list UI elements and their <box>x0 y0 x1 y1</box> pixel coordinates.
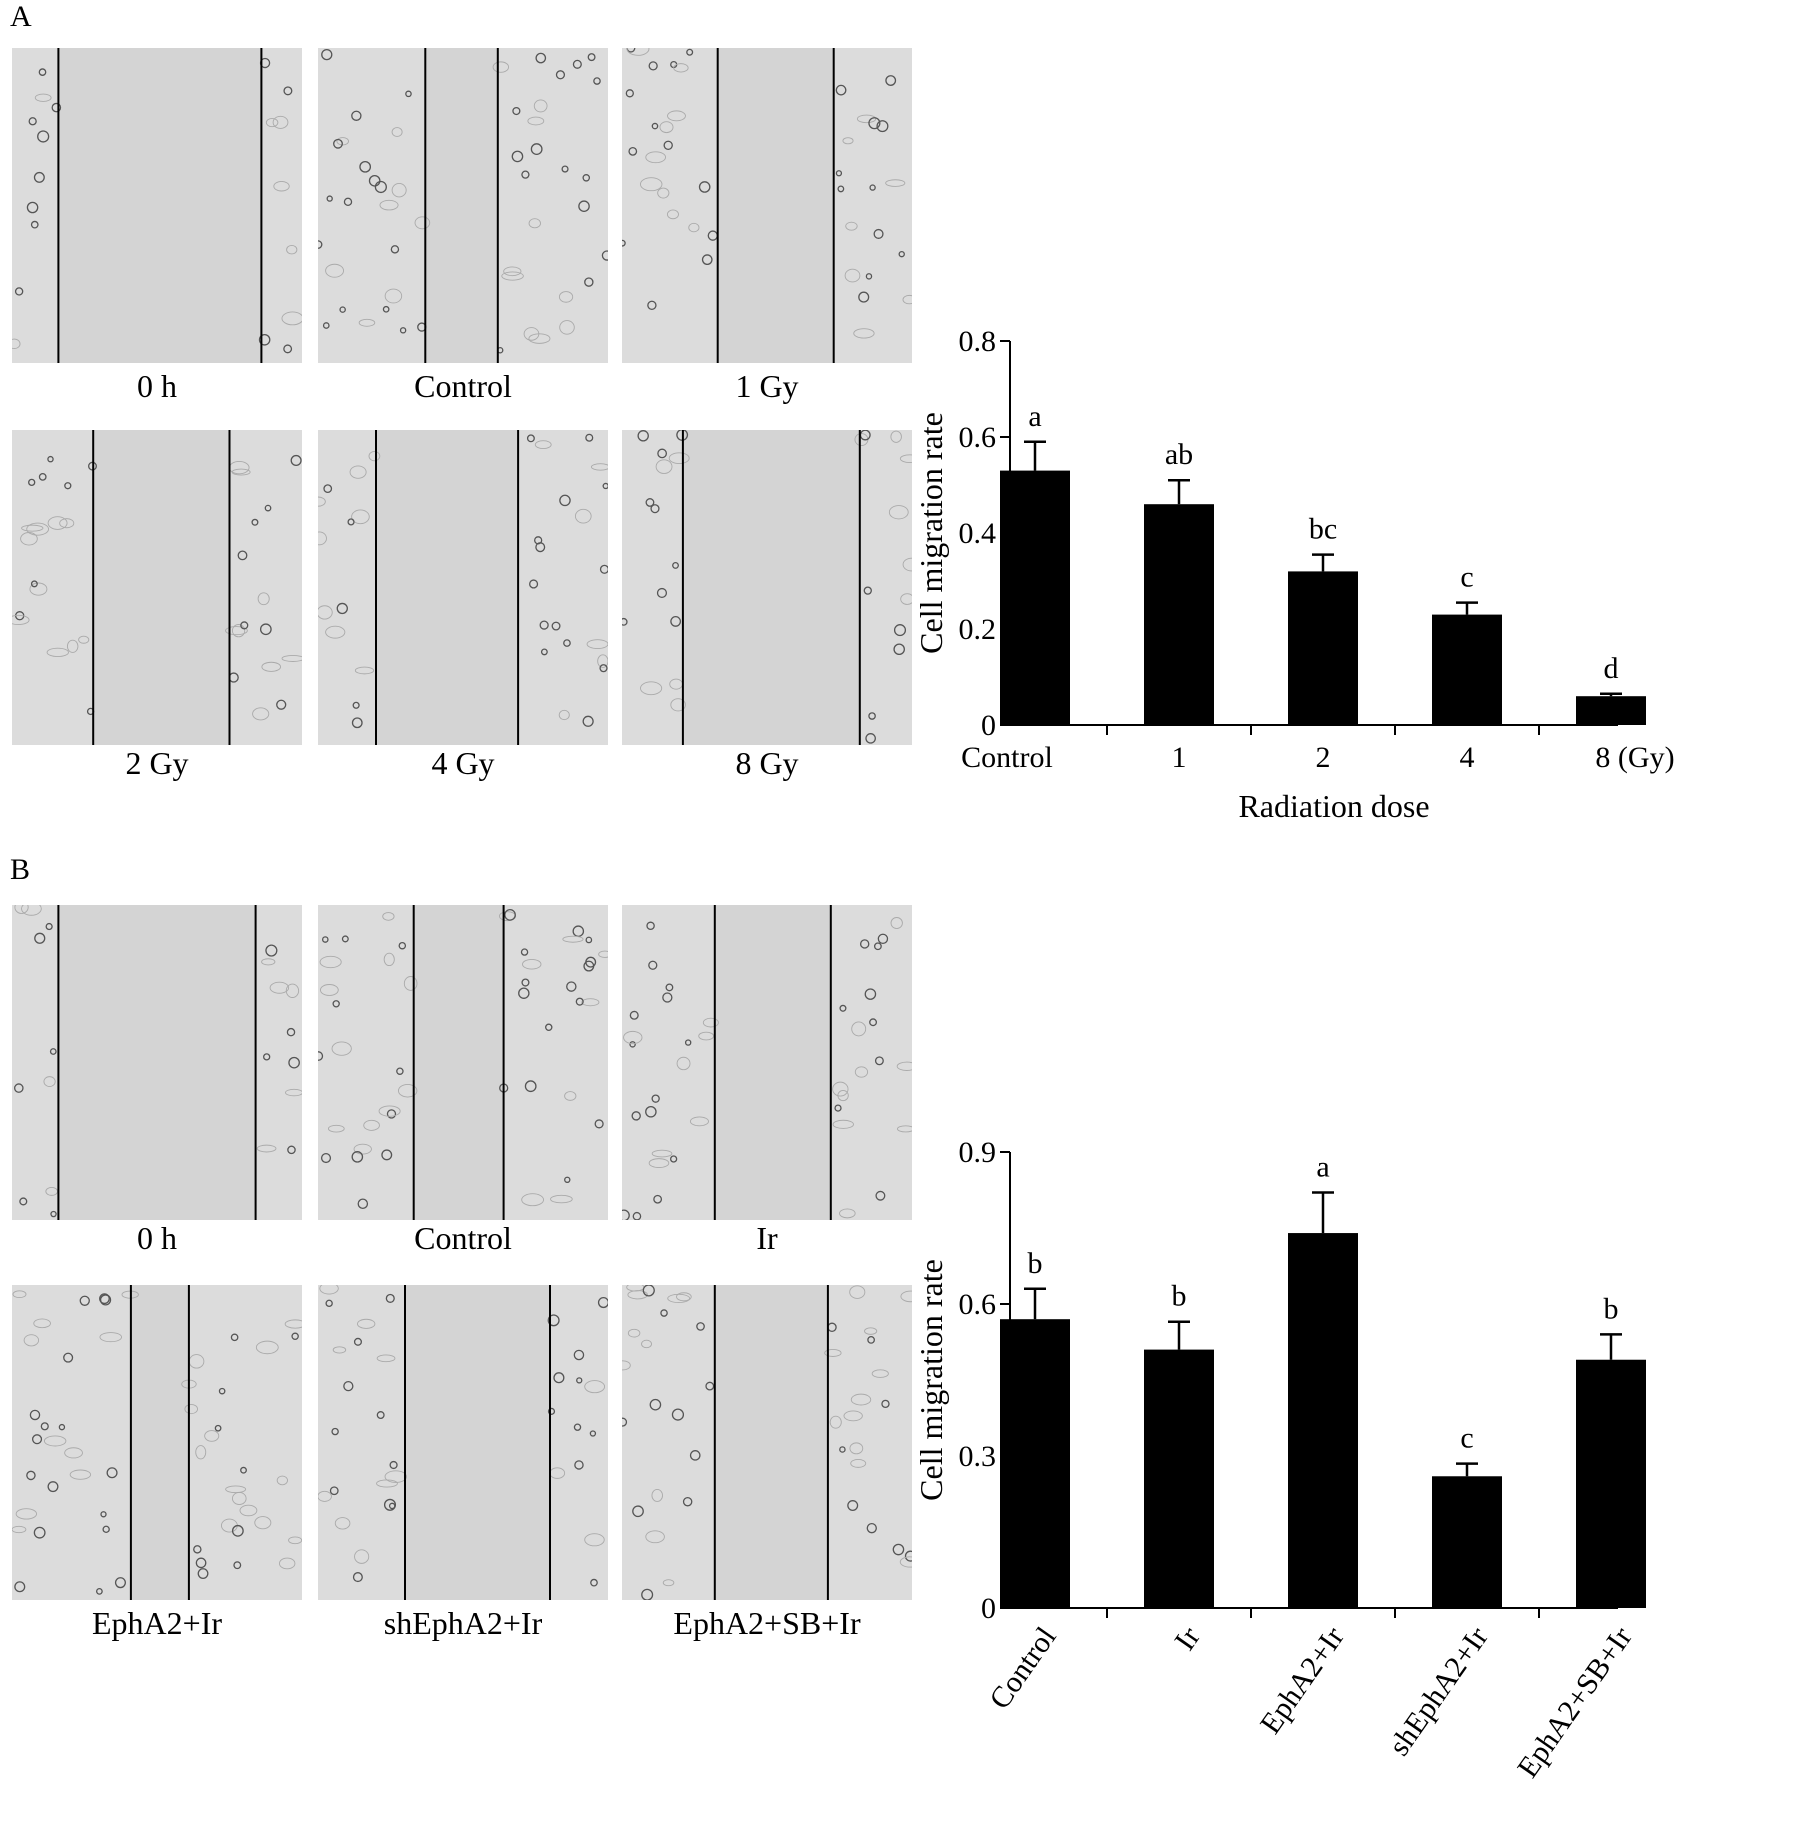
scratch-micrograph <box>622 430 912 745</box>
scratch-micrograph <box>12 1285 302 1600</box>
x-tick-label: Ir <box>1168 1621 1206 1656</box>
micrograph-caption: 1 Gy <box>735 368 799 404</box>
scratch-micrograph <box>622 1285 912 1600</box>
y-tick-label: 0 <box>981 709 996 742</box>
micrograph-caption: Control <box>414 1220 512 1256</box>
significance-label: a <box>1028 400 1041 433</box>
micrograph-caption: Ir <box>756 1220 778 1256</box>
scratch-micrograph <box>318 430 608 745</box>
significance-label: c <box>1460 1422 1473 1455</box>
significance-label: a <box>1316 1151 1329 1184</box>
panel-letter-b: B <box>10 853 31 886</box>
panel-letter-a: A <box>10 0 32 33</box>
micrograph-caption: 2 Gy <box>125 745 189 781</box>
y-tick-label: 0.9 <box>959 1136 997 1169</box>
x-tick-label: 8 (Gy) <box>1595 741 1674 774</box>
significance-label: b <box>1604 1292 1619 1325</box>
x-axis-label: Radiation dose <box>1238 788 1429 824</box>
micrograph-caption: 0 h <box>137 368 177 404</box>
bar <box>1432 614 1502 725</box>
bar <box>1288 1233 1358 1608</box>
bar <box>1144 1349 1214 1608</box>
y-tick-label: 0.2 <box>959 613 997 646</box>
significance-label: d <box>1604 652 1619 685</box>
significance-label: bc <box>1309 513 1337 546</box>
x-tick-label: Control <box>983 1621 1063 1715</box>
micrograph-caption: Control <box>414 368 512 404</box>
scratch-micrograph <box>318 905 608 1220</box>
y-tick-label: 0.4 <box>959 517 997 550</box>
scratch-micrograph <box>318 1285 608 1600</box>
y-axis-label: Cell migration rate <box>913 412 949 654</box>
x-tick-label: EphA2+SB+Ir <box>1511 1621 1639 1784</box>
bar <box>1000 470 1070 725</box>
scratch-micrograph <box>12 905 302 1220</box>
bar <box>1576 1359 1646 1608</box>
bar <box>1000 1319 1070 1608</box>
y-tick-label: 0.8 <box>959 325 997 358</box>
significance-label: b <box>1028 1247 1043 1280</box>
micrograph-caption: 8 Gy <box>735 745 799 781</box>
x-tick-label: 4 <box>1460 741 1475 774</box>
bar-chart-radiation-dose: 0 0.2 0.4 0.6 0.8 Cell migration rate a Control… <box>913 325 1675 824</box>
significance-label: c <box>1460 561 1473 594</box>
scratch-micrograph <box>12 430 302 745</box>
x-tick-label: EphA2+Ir <box>1254 1621 1351 1740</box>
bar <box>1432 1476 1502 1608</box>
scratch-micrograph <box>318 48 608 363</box>
y-tick-label: 0.6 <box>959 421 997 454</box>
y-axis-label: Cell migration rate <box>913 1259 949 1501</box>
scratch-micrograph <box>622 905 912 1220</box>
x-tick-label: shEphA2+Ir <box>1382 1621 1494 1762</box>
micrograph-caption: 0 h <box>137 1220 177 1256</box>
bar <box>1576 696 1646 725</box>
x-tick-label: 1 <box>1172 741 1187 774</box>
micrograph-caption: shEphA2+Ir <box>383 1605 543 1641</box>
micrograph-caption: EphA2+Ir <box>91 1605 222 1641</box>
x-tick-label: Control <box>961 741 1053 774</box>
significance-label: b <box>1172 1280 1187 1313</box>
y-tick-label: 0 <box>981 1592 996 1625</box>
bar <box>1288 571 1358 725</box>
significance-label: ab <box>1165 438 1193 471</box>
micrograph-caption: 4 Gy <box>431 745 495 781</box>
scratch-micrograph <box>12 48 302 363</box>
bar-chart-ephA2-groups: 0 0.3 0.6 0.9 Cell migration rate b Control b Ir… <box>913 1136 1646 1784</box>
bar <box>1144 504 1214 725</box>
micrograph-caption: EphA2+SB+Ir <box>673 1605 861 1641</box>
x-tick-label: 2 <box>1316 741 1331 774</box>
y-tick-label: 0.6 <box>959 1288 997 1321</box>
scratch-micrograph <box>622 48 912 363</box>
y-tick-label: 0.3 <box>959 1440 997 1473</box>
